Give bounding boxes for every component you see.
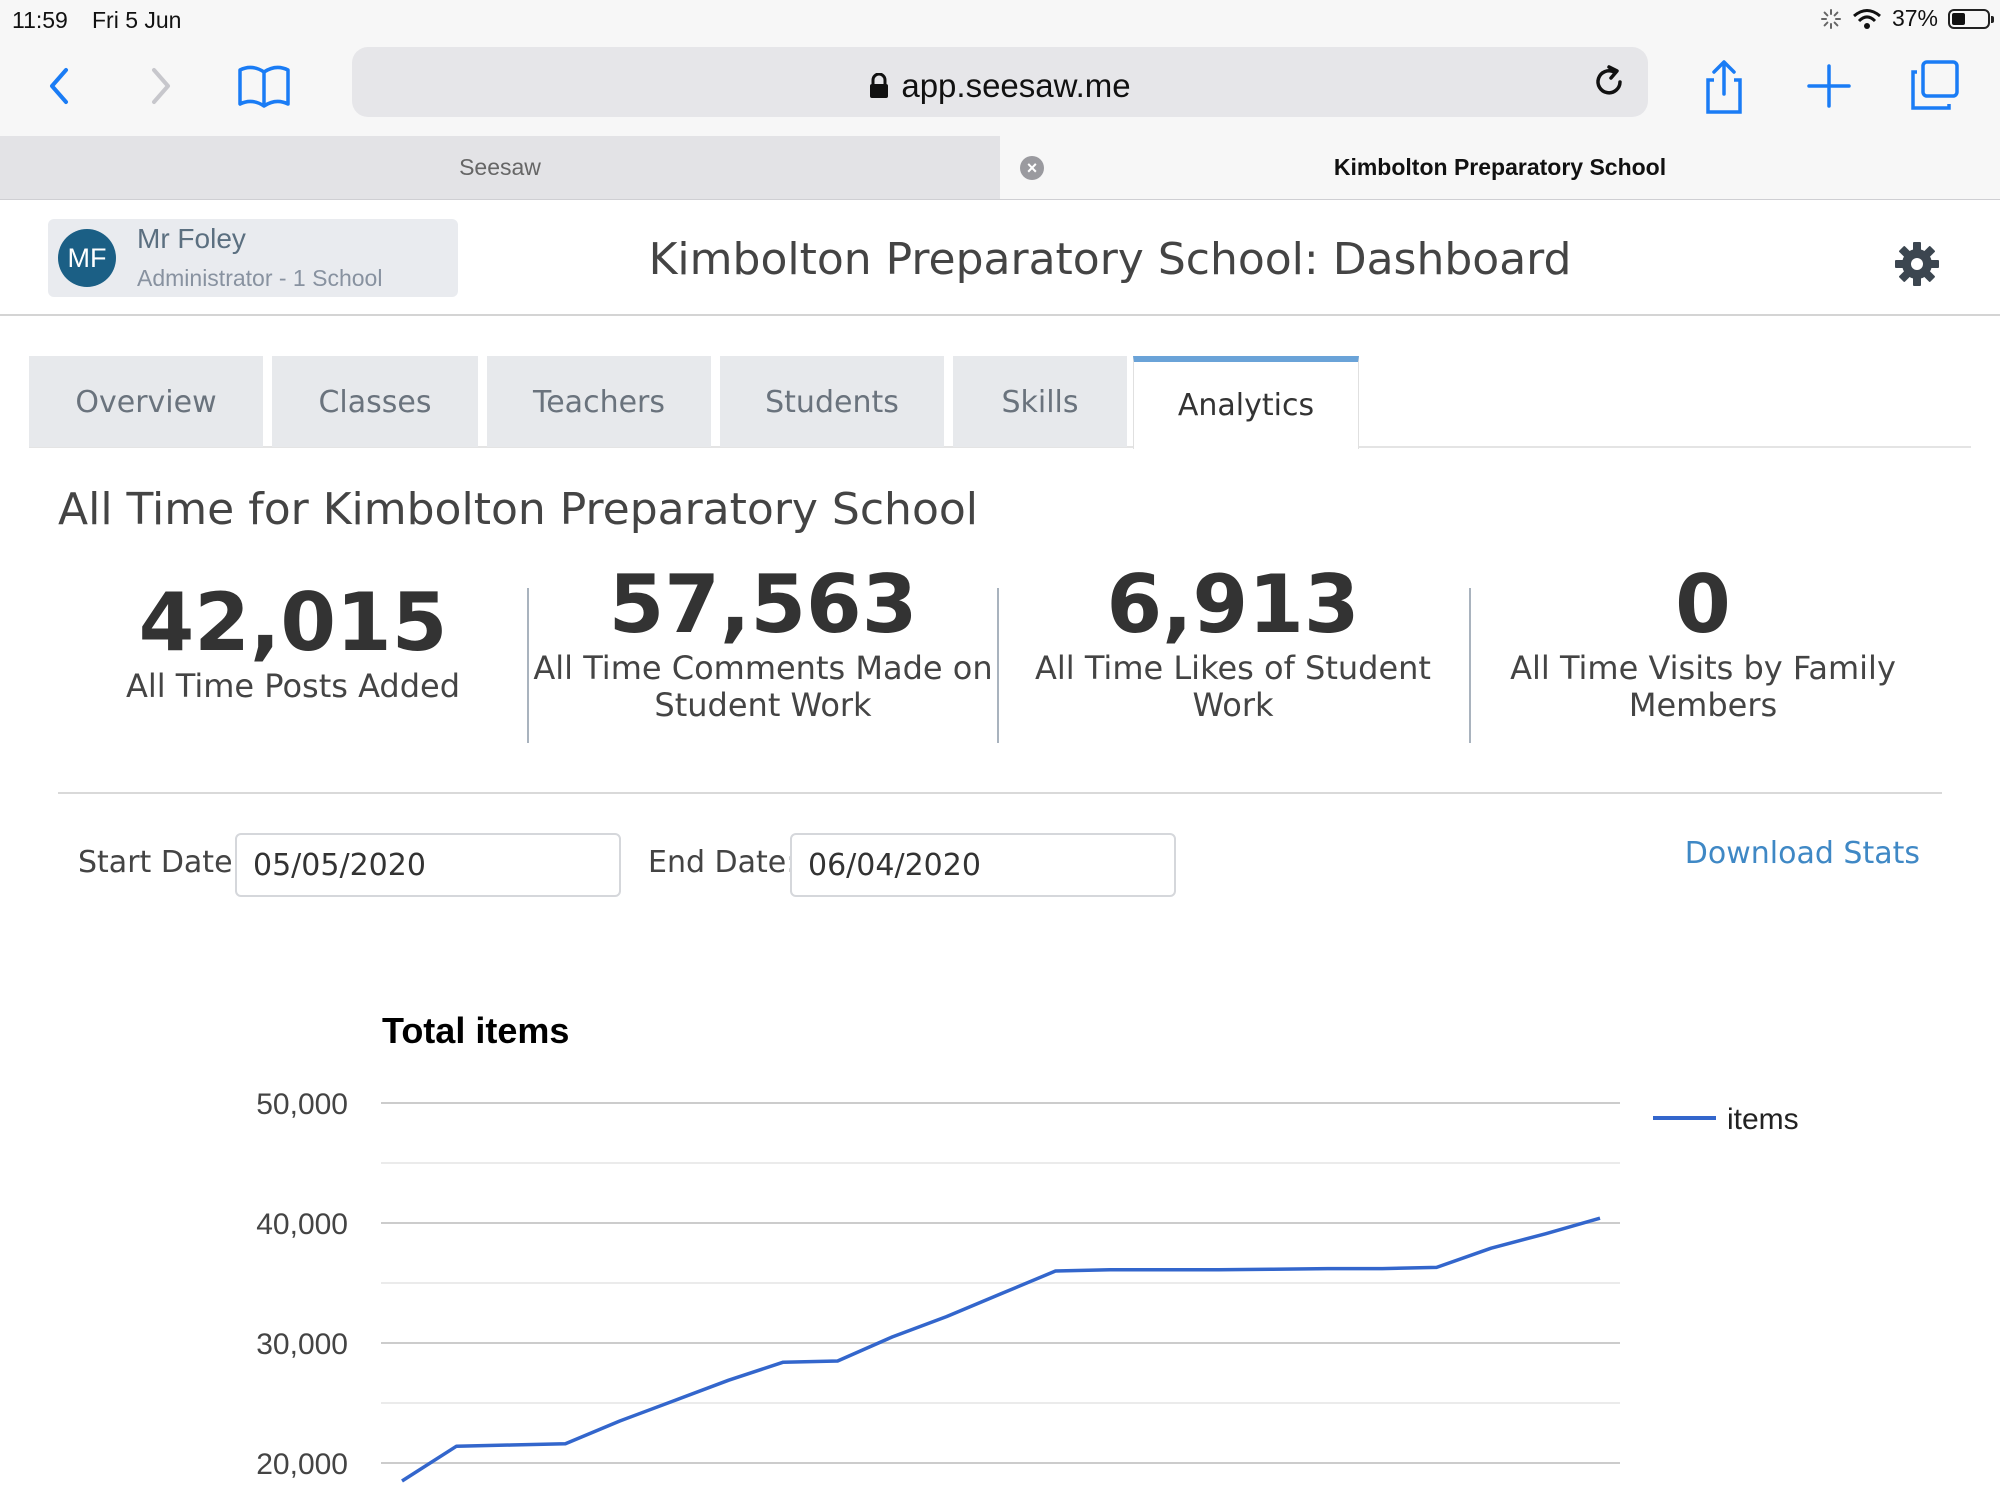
status-time: 11:59	[12, 7, 68, 33]
y-tick-label: 30,000	[256, 1328, 348, 1361]
download-stats-link[interactable]: Download Stats	[1684, 836, 1920, 871]
status-date: Fri 5 Jun	[92, 7, 182, 33]
stat-likes: 6,913 All Time Likes of Student Work	[1000, 560, 1466, 724]
section-title: All Time for Kimbolton Preparatory Schoo…	[58, 484, 979, 535]
y-tick-label: 40,000	[256, 1208, 348, 1241]
dashboard-tabs: Overview Classes Teachers Students Skill…	[29, 356, 1971, 449]
user-name: Mr Foley	[137, 223, 246, 254]
stat-divider	[1469, 588, 1471, 743]
stat-divider	[997, 588, 999, 743]
stat-label-line: All Time Visits by Family	[1510, 649, 1896, 687]
avatar: MF	[58, 229, 116, 287]
stat-value: 6,913	[1106, 558, 1360, 651]
stat-label-line: Work	[1192, 686, 1274, 724]
user-card[interactable]: MF Mr Foley Administrator - 1 School	[48, 219, 458, 297]
series-line-items	[401, 1216, 1601, 1483]
new-tab-icon[interactable]	[1797, 54, 1861, 118]
stat-posts: 42,015 All Time Posts Added	[75, 578, 511, 705]
start-date-input[interactable]	[235, 833, 621, 897]
page-title: Kimbolton Preparatory School: Dashboard	[648, 234, 1572, 285]
app-header: MF Mr Foley Administrator - 1 School Kim…	[0, 200, 2000, 316]
chart-title: Total items	[382, 1010, 570, 1051]
stat-label-line: All Time Likes of Student	[1035, 649, 1431, 687]
forward-icon[interactable]	[128, 54, 192, 118]
tab-classes[interactable]: Classes	[272, 356, 478, 447]
close-tab-icon[interactable]: ×	[1020, 156, 1044, 180]
stat-label-line: Student Work	[654, 686, 872, 724]
status-right: 37%	[1820, 5, 1994, 32]
user-role: Administrator - 1 School	[137, 265, 383, 291]
tab-analytics[interactable]: Analytics	[1133, 356, 1359, 449]
tab-teachers[interactable]: Teachers	[487, 356, 711, 447]
url-text: app.seesaw.me	[901, 67, 1131, 104]
gear-icon[interactable]	[1893, 240, 1941, 288]
stat-label-line: Members	[1628, 686, 1778, 724]
browser-toolbar: app.seesaw.me	[0, 40, 2000, 136]
y-tick-label: 50,000	[256, 1088, 348, 1121]
back-icon[interactable]	[28, 54, 92, 118]
stat-family-visits: 0 All Time Visits by Family Members	[1470, 560, 1936, 724]
wifi-icon	[1852, 8, 1881, 29]
start-date-label: Start Date:	[78, 845, 243, 880]
tab-students[interactable]: Students	[720, 356, 944, 447]
stat-label: All Time Posts Added	[125, 667, 461, 705]
status-bar: 11:59 Fri 5 Jun 37%	[0, 0, 2000, 40]
browser-tab-label: Kimbolton Preparatory School	[1333, 154, 1667, 180]
battery-percent: 37%	[1891, 5, 1938, 31]
browser-tab-kimbolton[interactable]: × Kimbolton Preparatory School	[1000, 136, 2000, 199]
bookmarks-icon[interactable]	[232, 54, 296, 118]
end-date-label: End Date:	[648, 845, 797, 880]
legend-label: items	[1727, 1103, 1799, 1136]
tab-overview[interactable]: Overview	[29, 356, 263, 447]
browser-tab-label: Seesaw	[459, 154, 541, 180]
divider	[58, 792, 1942, 794]
stat-label-line: All Time Comments Made on	[533, 649, 993, 687]
browser-tab-strip: Seesaw × Kimbolton Preparatory School	[0, 136, 2000, 200]
browser-tab-seesaw[interactable]: Seesaw	[0, 136, 1001, 199]
y-tick-label: 20,000	[256, 1448, 348, 1481]
reload-icon[interactable]	[1590, 63, 1628, 101]
stat-comments: 57,563 All Time Comments Made on Student…	[530, 560, 996, 724]
tabs-overview-icon[interactable]	[1903, 54, 1967, 118]
battery-icon	[1948, 8, 1994, 29]
address-bar[interactable]: app.seesaw.me	[352, 47, 1648, 117]
loading-spinner-icon	[1820, 8, 1841, 29]
stat-value: 57,563	[608, 558, 918, 651]
stat-value: 0	[1675, 558, 1731, 651]
stat-value: 42,015	[138, 576, 448, 669]
lock-icon	[870, 73, 889, 98]
end-date-input[interactable]	[790, 833, 1176, 897]
stat-divider	[527, 588, 529, 743]
share-icon[interactable]	[1692, 54, 1756, 118]
tab-skills[interactable]: Skills	[953, 356, 1127, 447]
